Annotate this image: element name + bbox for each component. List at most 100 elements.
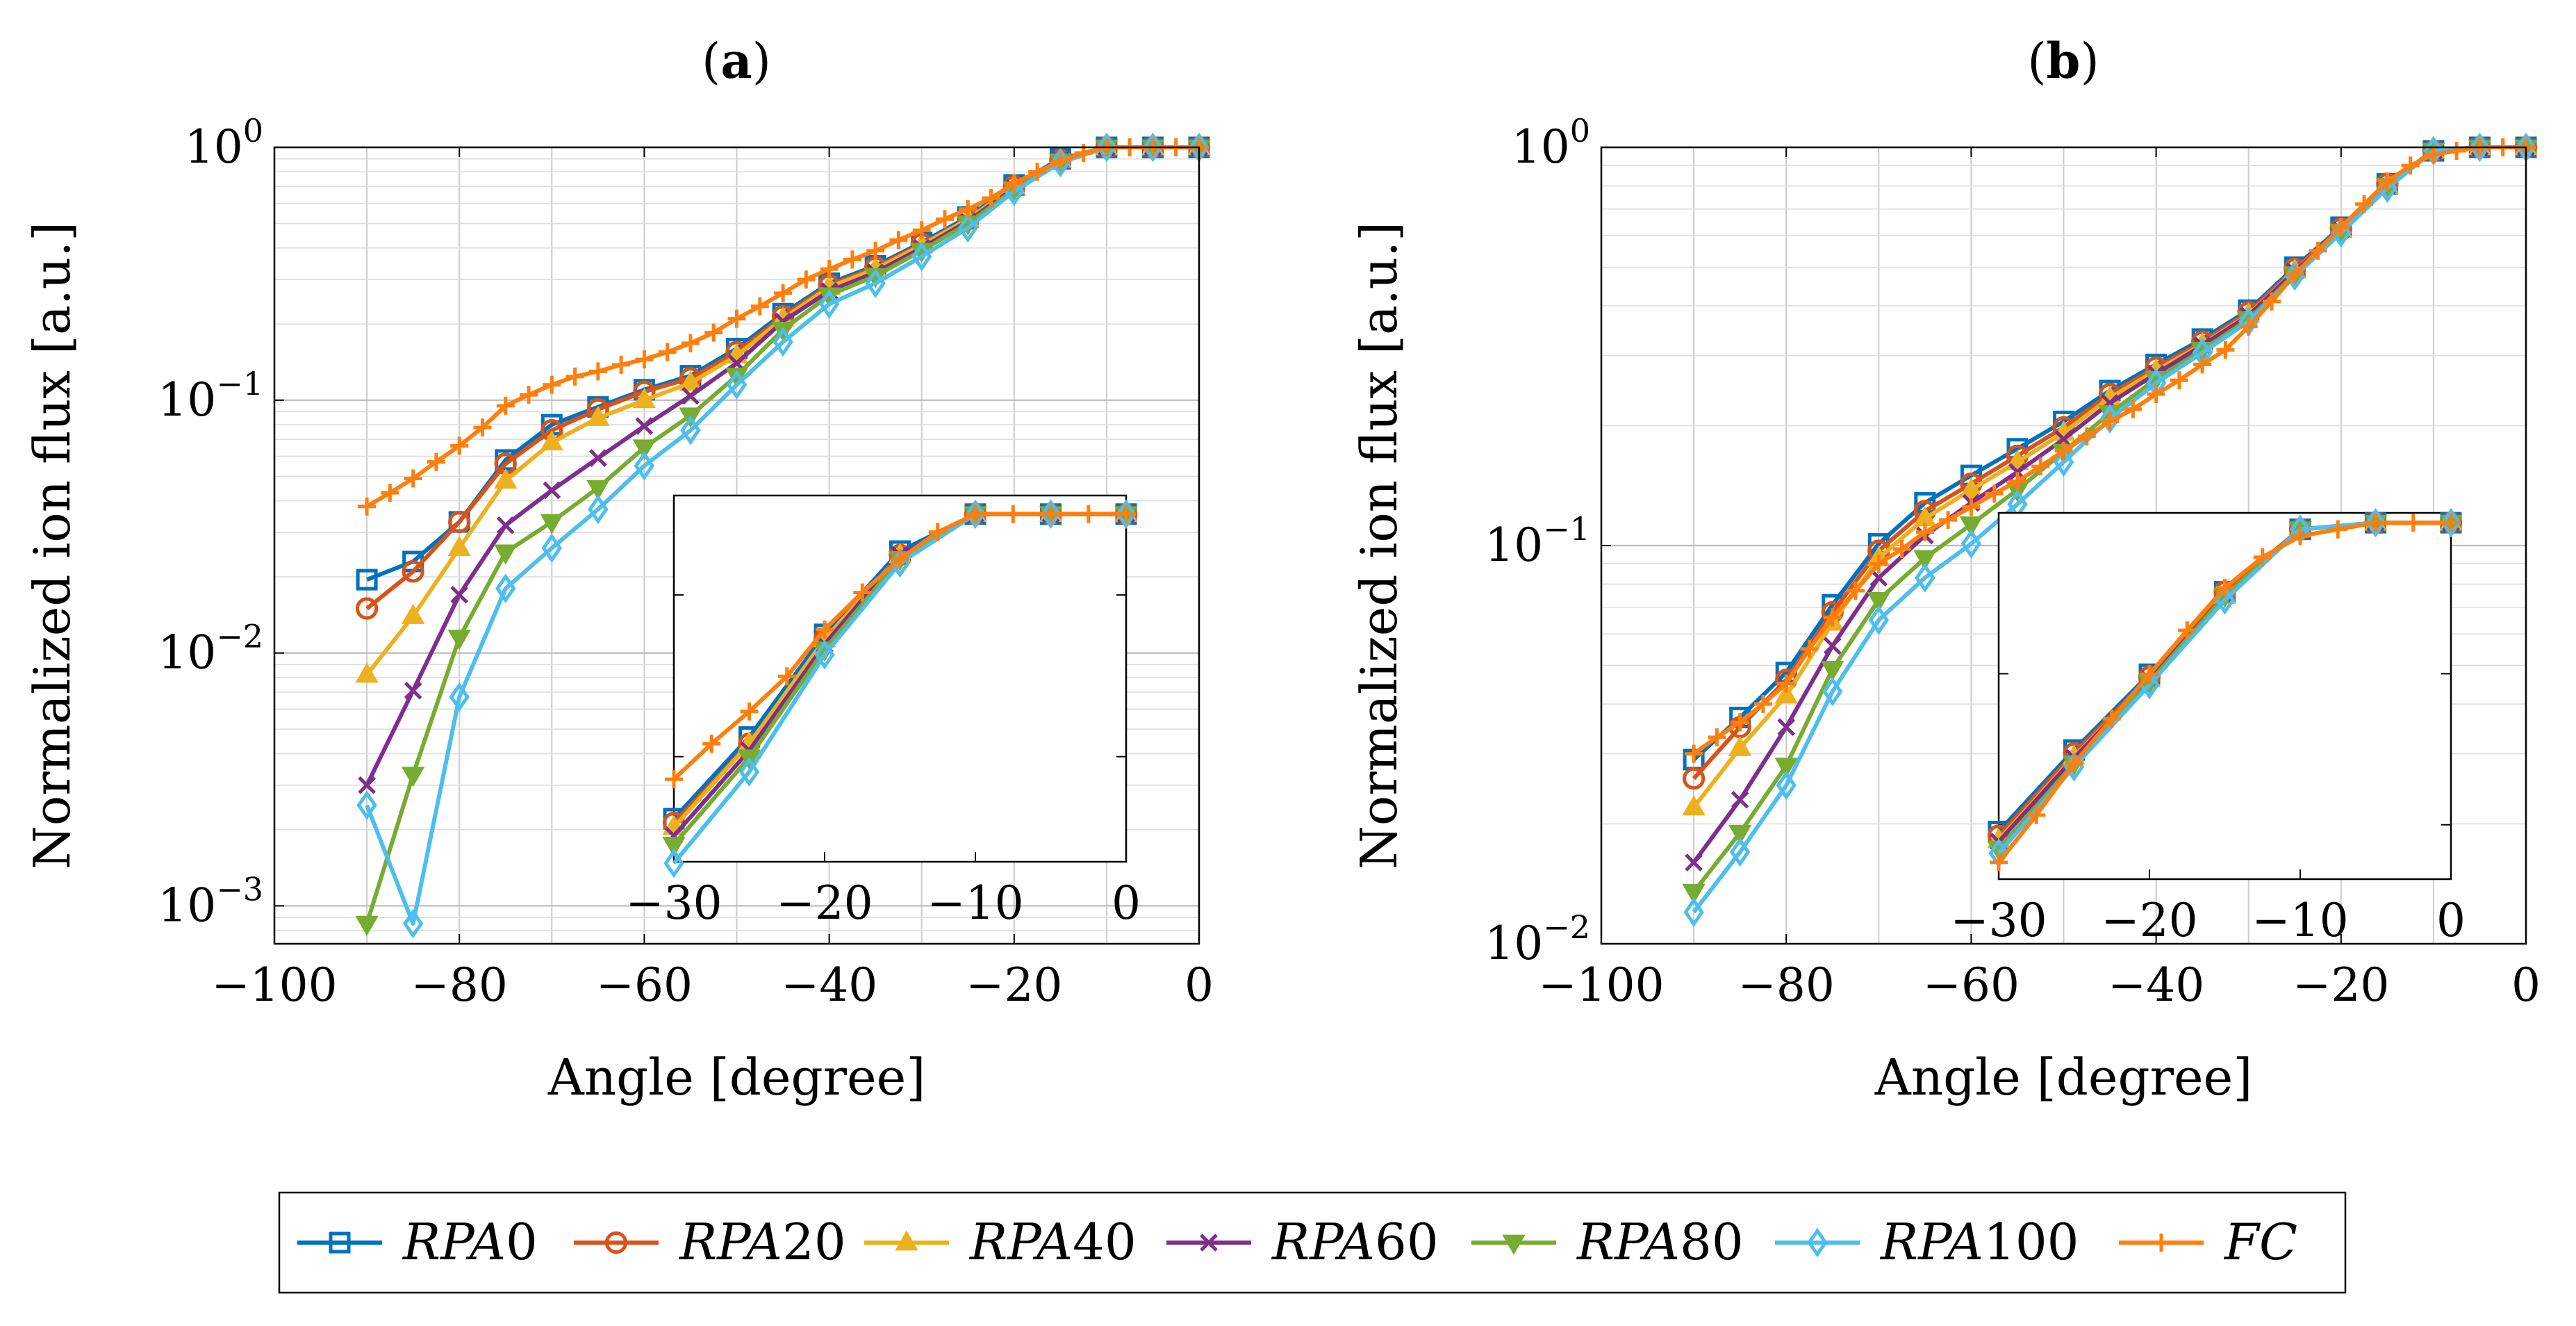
point-FC bbox=[665, 770, 683, 789]
point-RPA100 bbox=[814, 639, 835, 670]
point-FC bbox=[2027, 805, 2046, 824]
point-RPA60 bbox=[450, 585, 469, 604]
point-RPA40 bbox=[355, 662, 379, 683]
point-FC bbox=[1777, 674, 1796, 693]
point-FC bbox=[381, 484, 399, 502]
legend-marker bbox=[604, 1231, 628, 1254]
point-FC bbox=[2378, 172, 2397, 191]
point-FC bbox=[2309, 241, 2327, 260]
point-RPA80 bbox=[540, 514, 563, 534]
series-FC bbox=[1990, 514, 2460, 871]
inset-x-tick-label: 0 bbox=[1112, 876, 1141, 930]
x-tick-label: −60 bbox=[596, 958, 693, 1012]
point-FC bbox=[496, 396, 515, 415]
point-FC bbox=[2101, 412, 2120, 431]
point-RPA80 bbox=[447, 630, 471, 650]
point-FC bbox=[750, 297, 769, 316]
point-FC bbox=[982, 189, 1000, 208]
point-RPA20 bbox=[448, 510, 471, 534]
point-FC bbox=[2054, 441, 2073, 460]
point-FC bbox=[891, 550, 909, 568]
point-RPA100 bbox=[1960, 529, 1982, 559]
point-RPA100 bbox=[2365, 507, 2386, 538]
plot-frame bbox=[273, 146, 1200, 945]
point-RPA80 bbox=[586, 480, 610, 500]
y-tick-label: 10−1 bbox=[1485, 510, 1590, 572]
point-FC bbox=[2286, 265, 2304, 284]
point-FC bbox=[2291, 527, 2309, 546]
point-FC bbox=[1685, 744, 1703, 763]
point-RPA40 bbox=[1728, 735, 1752, 756]
point-FC bbox=[727, 309, 746, 328]
point-FC bbox=[404, 469, 422, 488]
series-FC bbox=[665, 505, 1135, 789]
point-RPA100 bbox=[911, 241, 932, 272]
point-FC bbox=[853, 583, 872, 602]
point-RPA60 bbox=[1823, 637, 1842, 655]
point-FC bbox=[2401, 156, 2420, 175]
point-FC bbox=[1962, 498, 1981, 516]
legend-entry-RPA80: RPA80 bbox=[1471, 1213, 1744, 1271]
legend-label: RPA80 bbox=[1576, 1213, 1744, 1271]
point-FC bbox=[2424, 145, 2443, 164]
point-FC bbox=[2170, 371, 2188, 390]
point-FC bbox=[935, 210, 954, 229]
point-RPA80 bbox=[1867, 591, 1890, 612]
inset-a: −30 −20 −10 0 bbox=[625, 494, 1141, 930]
point-RPA60 bbox=[1777, 718, 1796, 737]
point-FC bbox=[427, 452, 445, 471]
point-FC bbox=[2193, 355, 2212, 374]
point-FC bbox=[658, 343, 677, 361]
point-FC bbox=[1005, 174, 1023, 193]
inset-x-tick-label: −20 bbox=[776, 876, 873, 930]
point-FC bbox=[473, 418, 492, 437]
point-RPA80 bbox=[1682, 883, 1706, 904]
x-tick-label: −80 bbox=[1738, 958, 1835, 1012]
point-FC bbox=[1800, 639, 1819, 658]
y-tick-label: 10−2 bbox=[158, 618, 263, 680]
inset-x-tick-label: −30 bbox=[625, 876, 722, 930]
point-RPA100 bbox=[2284, 261, 2305, 291]
point-RPA100 bbox=[726, 370, 748, 400]
point-FC bbox=[2447, 142, 2466, 161]
point-RPA100 bbox=[1040, 499, 1062, 530]
point-FC bbox=[2065, 754, 2083, 773]
point-FC bbox=[2215, 578, 2234, 597]
x-tick-label: −20 bbox=[2293, 958, 2389, 1012]
x-tick-label: −80 bbox=[411, 958, 508, 1012]
point-RPA100 bbox=[1142, 132, 1164, 163]
point-RPA100 bbox=[2053, 447, 2074, 477]
point-FC bbox=[2262, 292, 2281, 311]
point-FC bbox=[2331, 218, 2350, 236]
series-FC bbox=[1685, 138, 2535, 763]
inset-x-tick-label: −10 bbox=[927, 876, 1023, 930]
point-FC bbox=[612, 355, 631, 374]
inset-x-tick-label: −30 bbox=[1950, 894, 2047, 947]
point-FC bbox=[1079, 505, 1098, 523]
point-RPA100 bbox=[1915, 563, 1935, 593]
point-FC bbox=[959, 199, 977, 218]
point-FC bbox=[635, 350, 654, 369]
point-FC bbox=[1990, 853, 2008, 871]
point-RPA100 bbox=[957, 213, 978, 243]
point-RPA80 bbox=[632, 439, 657, 460]
point-FC bbox=[1869, 555, 1888, 573]
point-FC bbox=[1117, 505, 1135, 523]
legend-entry-FC: FC bbox=[2119, 1213, 2297, 1271]
point-FC bbox=[2031, 457, 2050, 476]
point-RPA60 bbox=[404, 681, 422, 700]
x-tick-label: −40 bbox=[781, 958, 877, 1012]
legend-entry-RPA40: RPA40 bbox=[864, 1213, 1137, 1271]
point-FC bbox=[450, 436, 469, 455]
point-RPA80 bbox=[1728, 824, 1752, 845]
series-FC bbox=[358, 138, 1208, 516]
point-RPA100 bbox=[1116, 499, 1137, 530]
point-RPA80 bbox=[355, 915, 379, 936]
point-RPA40 bbox=[401, 603, 425, 624]
point-FC bbox=[1753, 695, 1772, 714]
point-RPA100 bbox=[495, 573, 516, 604]
legend-label: RPA20 bbox=[678, 1213, 846, 1271]
x-tick-label: 0 bbox=[2511, 958, 2541, 1012]
x-tick-label: −100 bbox=[1538, 958, 1664, 1012]
